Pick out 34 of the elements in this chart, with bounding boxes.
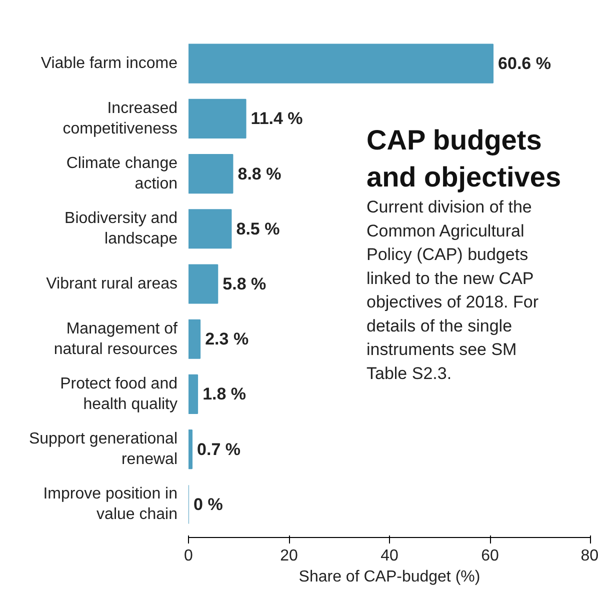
x-tick-label: 0: [184, 548, 194, 564]
data-label: 0 %: [194, 494, 223, 514]
y-tick-label: Increased competitiveness: [62, 100, 178, 138]
data-label: 1.8 %: [202, 384, 246, 404]
data-label: 11.4 %: [250, 109, 303, 128]
bar: [188, 44, 494, 84]
bar: [188, 264, 218, 304]
y-tick-label: Support generational renewal: [28, 430, 178, 468]
x-tick-label: 60: [481, 548, 499, 564]
y-tick-label: Viable farm income: [40, 55, 178, 72]
bar: [188, 98, 246, 138]
y-tick-label: Protect food and health quality: [60, 376, 178, 413]
x-tick-label: 20: [280, 548, 298, 564]
y-tick-label: Biodiversity and landscape: [64, 210, 178, 248]
text: CAP budgets and objectives: [366, 124, 562, 192]
bar: [188, 154, 234, 194]
data-label: 8.8 %: [238, 164, 282, 184]
bar: [188, 430, 193, 470]
y-tick-label: Vibrant rural areas: [46, 276, 178, 292]
y-tick-label: Improve position in value chain: [43, 486, 178, 524]
bar: [188, 319, 201, 359]
data-label: 8.5 %: [236, 219, 280, 238]
bar: [188, 374, 198, 414]
data-label: 60.6 %: [498, 54, 551, 74]
bar: [188, 209, 232, 249]
data-label: 5.8 %: [222, 274, 266, 294]
x-tick-label: 40: [380, 548, 398, 564]
data-label: 2.3 %: [205, 330, 249, 349]
x-tick-label: 80: [580, 548, 598, 564]
y-tick-label: Management of natural resources: [54, 320, 178, 358]
text: Current division of the Common Agricultural Policy (CAP) budgets linked to the new CAP objectives of 2018. For details of the single instruments see SM Table S2.3.: [366, 198, 539, 383]
x-axis-title: Share of CAP-budget (%): [298, 568, 480, 586]
data-label: 0.7 %: [197, 440, 241, 459]
y-tick-label: Climate change action: [66, 155, 178, 192]
